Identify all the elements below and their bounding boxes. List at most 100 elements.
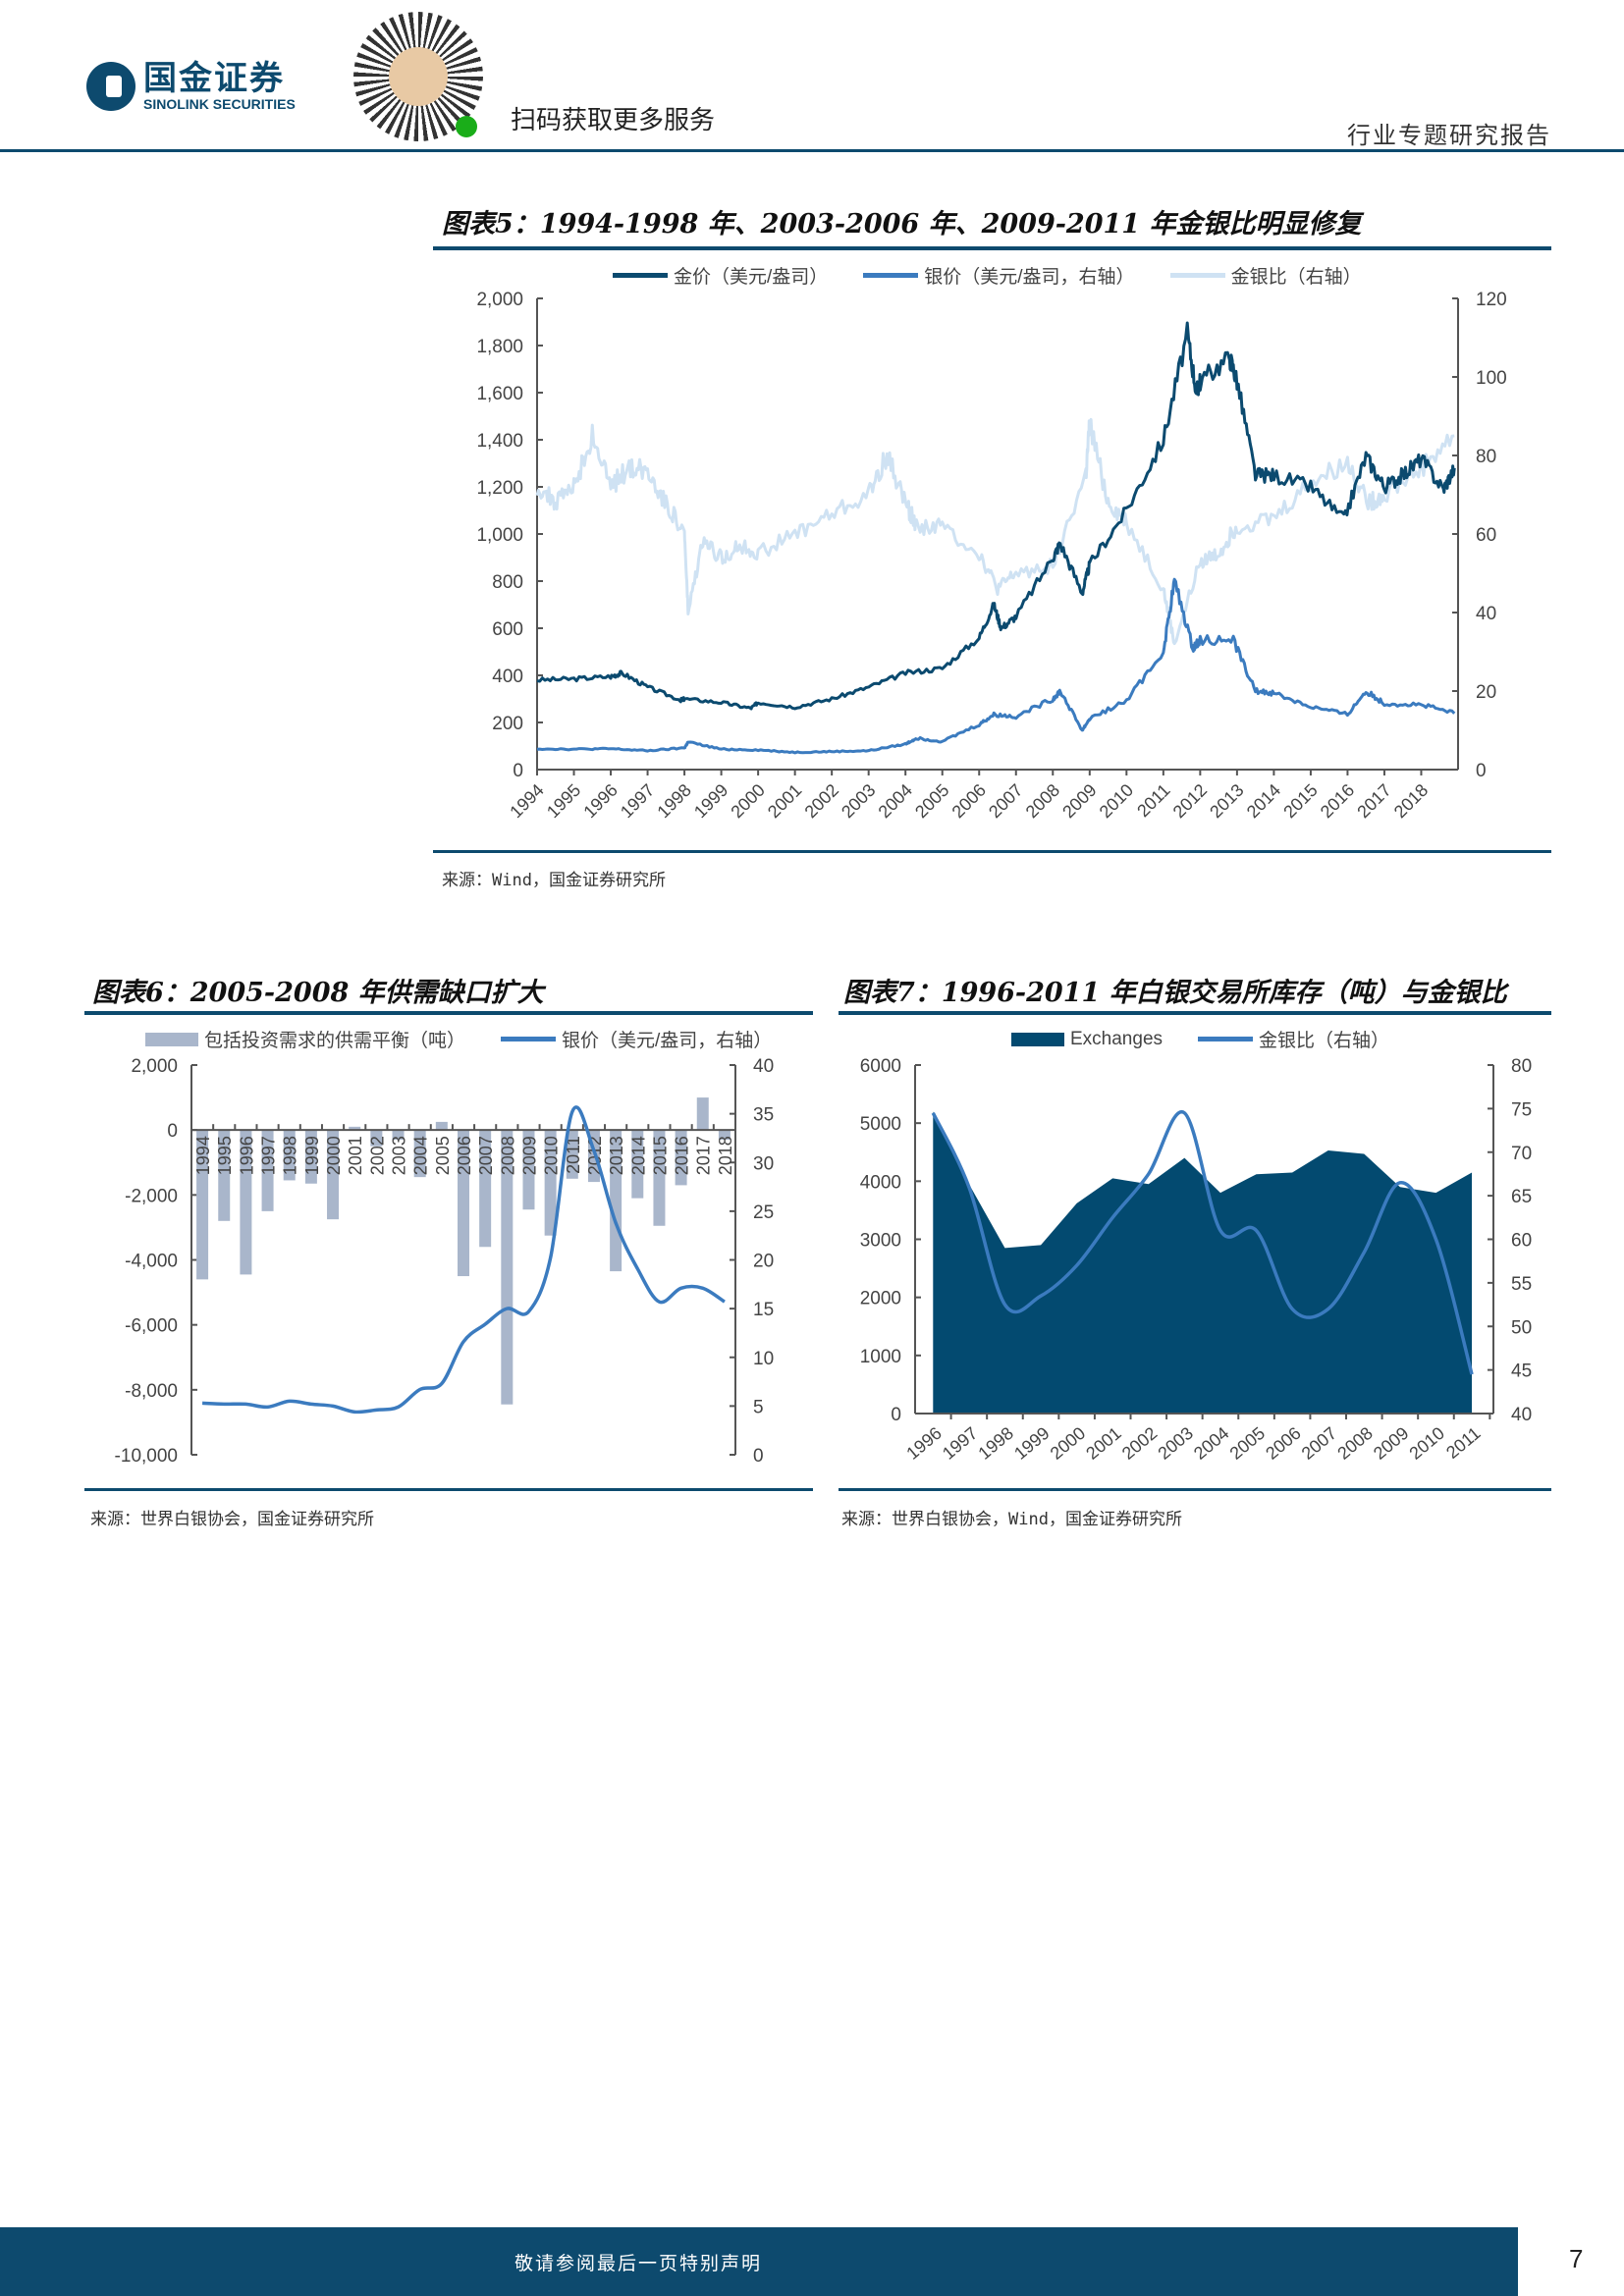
y-tick-label-left: 0 <box>167 1121 178 1142</box>
logo-en: SINOLINK SECURITIES <box>143 96 296 112</box>
header-divider <box>0 149 1624 152</box>
legend-swatch <box>145 1032 198 1046</box>
x-tick-label: 2006 <box>948 780 990 822</box>
y-tick-label-right: 20 <box>753 1252 774 1272</box>
gold-silver-ratio-line <box>535 417 1455 646</box>
x-tick-label: 2011 <box>564 1136 583 1174</box>
legend-item-ratio: 金银比（右轴） <box>1169 262 1362 289</box>
y-tick-label-right: 55 <box>1511 1274 1532 1295</box>
y-tick-label-left: 1,800 <box>476 337 523 357</box>
y-tick-label-left: 1000 <box>860 1347 901 1367</box>
y-tick-label-right: 65 <box>1511 1187 1532 1207</box>
supply-demand-bar <box>304 1130 317 1184</box>
x-tick-label: 2018 <box>716 1136 735 1175</box>
scan-prompt: 扫码获取更多服务 <box>511 105 716 134</box>
y-tick-label-left: 0 <box>891 1405 901 1425</box>
legend-label: 银价（美元/盎司，右轴） <box>562 1031 773 1051</box>
x-tick-label: 2001 <box>1082 1423 1125 1464</box>
y-tick-label-left: 4000 <box>860 1172 901 1193</box>
x-tick-label: 1997 <box>259 1136 279 1175</box>
fig6-source: 来源：世界白银协会，国金证券研究所 <box>90 1510 374 1529</box>
x-tick-label: 1996 <box>237 1136 256 1175</box>
y-tick-label-right: 75 <box>1511 1099 1532 1120</box>
y-tick-label-left: 400 <box>492 667 523 687</box>
y-tick-label-left: 5000 <box>860 1114 901 1135</box>
y-tick-label-right: 100 <box>1476 368 1507 389</box>
qr-code-icon[interactable] <box>353 12 483 141</box>
company-logo: 国金证券 SINOLINK SECURITIES <box>86 61 296 112</box>
supply-demand-bar <box>631 1130 644 1199</box>
x-tick-label: 2007 <box>1298 1423 1341 1464</box>
y-tick-label-right: 120 <box>1476 290 1507 310</box>
supply-demand-bar <box>522 1130 535 1210</box>
y-tick-label-right: 0 <box>753 1446 764 1467</box>
y-tick-label-right: 20 <box>1476 682 1496 703</box>
x-tick-label: 1999 <box>1010 1423 1054 1464</box>
legend-item-gold: 金价（美元/盎司） <box>613 262 828 289</box>
x-tick-label: 1998 <box>653 780 694 822</box>
supply-demand-bar <box>349 1126 361 1131</box>
y-tick-label-right: 60 <box>1511 1231 1532 1252</box>
x-tick-label: 2003 <box>838 780 879 822</box>
x-tick-label: 2010 <box>1406 1423 1449 1464</box>
supply-demand-bar <box>479 1130 492 1248</box>
y-tick-label-left: 800 <box>492 572 523 593</box>
x-tick-label: 2006 <box>455 1136 474 1175</box>
fig6-title: 图表6：2005-2008 年供需缺口扩大 <box>92 978 544 1008</box>
x-tick-label: 1995 <box>543 780 584 822</box>
x-tick-label: 2001 <box>346 1136 365 1175</box>
x-tick-label: 2000 <box>727 780 768 822</box>
gold-silver-ratio-line <box>931 1109 1474 1375</box>
x-tick-label: 2017 <box>694 1136 714 1175</box>
supply-demand-bar <box>653 1130 666 1226</box>
y-tick-label-right: 40 <box>1511 1405 1532 1425</box>
supply-demand-bar <box>261 1130 274 1211</box>
y-tick-label-right: 45 <box>1511 1362 1532 1382</box>
fig7-source: 来源：世界白银协会，Wind，国金证券研究所 <box>841 1510 1182 1529</box>
y-tick-label-left: 6000 <box>860 1056 901 1077</box>
legend-swatch <box>1198 1037 1254 1041</box>
x-tick-label: 2005 <box>433 1136 453 1175</box>
legend-label: 金银比（右轴） <box>1259 1031 1390 1051</box>
x-tick-label: 2016 <box>1317 780 1358 822</box>
legend-label: 金银比（右轴） <box>1230 267 1362 288</box>
y-tick-label-left: 2,000 <box>476 290 523 310</box>
x-tick-label: 1999 <box>302 1136 322 1175</box>
x-tick-label: 1994 <box>193 1136 213 1175</box>
x-tick-label: 2004 <box>875 780 916 822</box>
x-tick-label: 2014 <box>1243 780 1284 822</box>
legend-item-exchanges: Exchanges <box>1011 1029 1163 1050</box>
supply-demand-bar <box>413 1130 426 1178</box>
legend-swatch <box>1011 1032 1064 1046</box>
x-tick-label: 2003 <box>1154 1423 1197 1464</box>
fig5-title: 图表5：1994-1998 年、2003-2006 年、2009-2011 年金… <box>442 209 1362 240</box>
y-tick-label-right: 15 <box>753 1300 774 1320</box>
y-tick-label-right: 80 <box>1476 447 1496 467</box>
x-tick-label: 2009 <box>1058 780 1100 822</box>
y-tick-label-right: 40 <box>753 1056 774 1077</box>
y-tick-label-left: -4,000 <box>125 1252 178 1272</box>
supply-demand-bar <box>370 1130 383 1147</box>
supply-demand-bar <box>218 1130 231 1221</box>
y-tick-label-left: 1,000 <box>476 525 523 546</box>
supply-demand-bar <box>696 1097 709 1131</box>
legend-swatch <box>863 273 919 278</box>
x-tick-label: 2008 <box>1333 1423 1377 1464</box>
legend-swatch <box>613 273 668 278</box>
y-tick-label-left: -8,000 <box>125 1381 178 1402</box>
supply-demand-bar <box>240 1130 252 1275</box>
y-tick-label-right: 60 <box>1476 525 1496 546</box>
y-tick-label-left: 1,600 <box>476 384 523 404</box>
x-tick-label: 2010 <box>542 1136 562 1175</box>
supply-demand-bar <box>718 1130 731 1141</box>
mini-program-icon <box>456 116 477 137</box>
x-tick-label: 2000 <box>324 1136 344 1175</box>
fig7-top-rule <box>839 1011 1551 1015</box>
y-tick-label-right: 5 <box>753 1397 764 1417</box>
fig5-legend: 金价（美元/盎司） 银价（美元/盎司，右轴） 金银比（右轴） <box>613 262 1387 289</box>
x-tick-label: 2005 <box>911 780 952 822</box>
x-tick-label: 1996 <box>902 1423 946 1464</box>
x-tick-label: 2017 <box>1353 780 1394 822</box>
report-type: 行业专题研究报告 <box>1347 122 1551 149</box>
supply-demand-bar <box>327 1130 340 1220</box>
